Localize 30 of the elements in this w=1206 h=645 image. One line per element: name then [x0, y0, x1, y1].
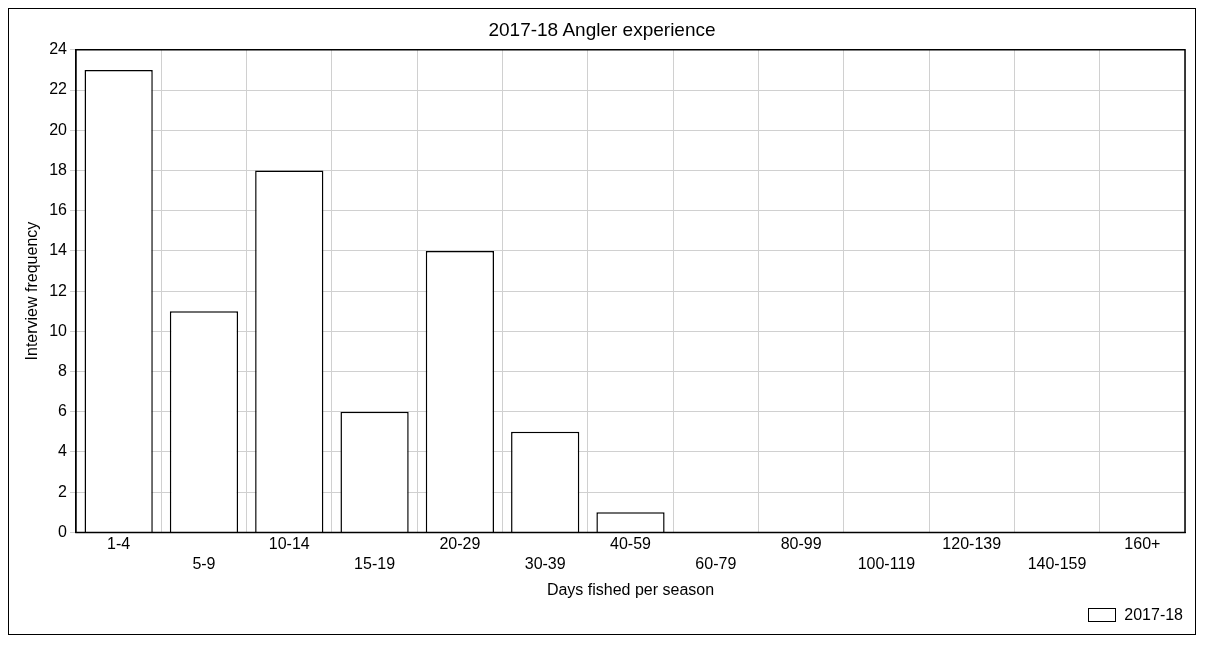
y-tick-label: 10 — [49, 321, 68, 339]
x-tick-label: 15-19 — [354, 554, 396, 572]
y-tick-label: 2 — [58, 482, 68, 500]
y-tick-label: 8 — [58, 361, 68, 379]
chart-title: 2017-18 Angler experience — [488, 18, 716, 40]
y-tick-label: 12 — [49, 281, 68, 299]
y-tick-label: 14 — [49, 241, 68, 259]
y-tick-label: 22 — [49, 80, 68, 98]
y-tick-label: 6 — [58, 402, 68, 420]
y-tick-label: 20 — [49, 120, 68, 138]
x-tick-label: 30-39 — [524, 554, 566, 572]
x-tick-label: 1-4 — [107, 535, 131, 553]
text: 2017-18 — [1124, 606, 1183, 624]
x-tick-label: 5-9 — [192, 554, 216, 572]
x-tick-label: 100-119 — [857, 554, 916, 572]
y-tick-label: 24 — [49, 40, 68, 58]
y-tick-label: 0 — [58, 522, 68, 540]
x-tick-label: 140-159 — [1027, 554, 1087, 572]
x-tick-label: 10-14 — [268, 535, 310, 553]
x-tick-label: 40-59 — [610, 535, 652, 553]
x-tick-label: 60-79 — [695, 554, 737, 572]
y-tick-label: 4 — [58, 442, 68, 460]
y-axis-title: Interview frequency — [23, 221, 41, 361]
x-tick-label: 120-139 — [942, 535, 1002, 553]
x-tick-label: 160+ — [1124, 535, 1161, 553]
x-axis-title: Days fished per season — [546, 580, 715, 598]
x-tick-label: 80-99 — [780, 535, 822, 553]
y-tick-label: 16 — [49, 201, 68, 219]
x-tick-label: 20-29 — [439, 535, 481, 553]
y-tick-label: 18 — [49, 160, 68, 178]
